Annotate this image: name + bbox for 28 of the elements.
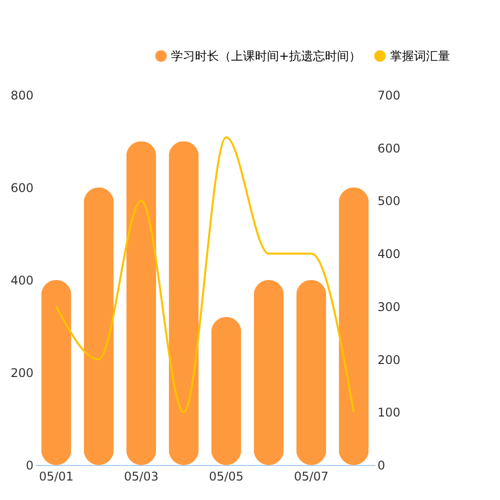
y2-tick-label: 400 xyxy=(378,247,400,262)
y2-tick-label: 0 xyxy=(378,458,386,472)
bar xyxy=(168,141,199,465)
y2-tick-label: 700 xyxy=(378,88,400,102)
y2-tick-label: 300 xyxy=(378,300,400,314)
x-tick-label: 05/01 xyxy=(38,470,74,484)
y2-tick-label: 500 xyxy=(378,194,400,208)
bar xyxy=(211,317,242,465)
bar xyxy=(296,280,326,465)
y-tick-label: 600 xyxy=(10,181,34,195)
bar xyxy=(41,280,72,465)
y-tick-label: 200 xyxy=(10,366,34,380)
bar xyxy=(126,141,156,465)
y2-tick-label: 200 xyxy=(378,352,400,367)
bar xyxy=(338,188,369,465)
y-tick-label: 400 xyxy=(10,274,34,288)
x-tick-label: 05/03 xyxy=(124,470,159,484)
legend-label: 掌握词汇量 xyxy=(390,49,450,63)
x-tick-label: 05/05 xyxy=(208,470,244,484)
bar xyxy=(84,188,114,465)
y-tick-label: 800 xyxy=(10,88,34,102)
x-tick-label: 05/07 xyxy=(294,470,329,484)
y-tick-label: 0 xyxy=(26,458,34,472)
legend-label: 学习时长（上课时间+抗遗忘时间） xyxy=(171,49,362,63)
y2-tick-label: 600 xyxy=(378,141,400,156)
bar xyxy=(254,280,284,465)
line-series xyxy=(55,136,355,414)
y2-tick-label: 100 xyxy=(378,406,400,420)
